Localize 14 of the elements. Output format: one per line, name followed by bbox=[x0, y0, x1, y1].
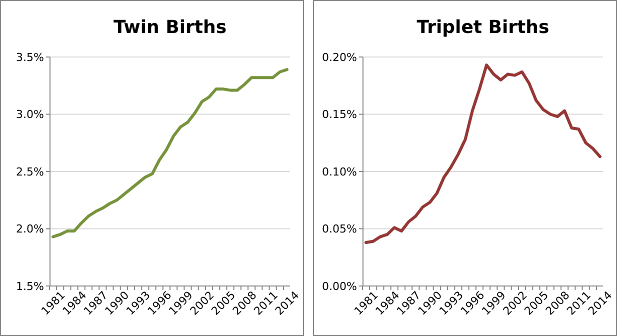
y-tick-label: 0.15% bbox=[322, 108, 357, 122]
y-tick-label: 0.20% bbox=[322, 50, 357, 64]
y-tick-label: 0.10% bbox=[322, 165, 357, 178]
y-tick-label: 0.05% bbox=[322, 222, 357, 236]
line-series bbox=[52, 68, 288, 238]
y-tick-label: 1.5% bbox=[16, 280, 44, 293]
y-tick-label: 2.5% bbox=[16, 165, 44, 178]
chart-title: Triplet Births bbox=[416, 17, 550, 38]
chart-title: Twin Births bbox=[113, 17, 227, 38]
y-tick-label: 0.00% bbox=[322, 280, 357, 293]
y-tick-label: 2.0% bbox=[16, 222, 44, 236]
y-tick-label: 3.0% bbox=[16, 108, 44, 122]
y-tick-label: 3.5% bbox=[16, 50, 44, 64]
line-series bbox=[364, 64, 602, 244]
